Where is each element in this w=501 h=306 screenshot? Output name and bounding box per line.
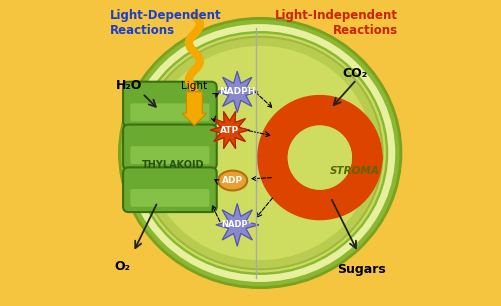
Ellipse shape bbox=[147, 46, 373, 260]
Text: ADP: ADP bbox=[221, 176, 242, 185]
Text: NADPH: NADPH bbox=[218, 87, 255, 96]
Text: CO₂: CO₂ bbox=[342, 67, 367, 80]
Text: Light: Light bbox=[181, 81, 207, 91]
Text: Light-Dependent
Reactions: Light-Dependent Reactions bbox=[110, 9, 221, 37]
Polygon shape bbox=[216, 204, 258, 246]
Text: H₂O: H₂O bbox=[115, 79, 141, 92]
Text: O₂: O₂ bbox=[114, 260, 130, 273]
Text: ATP: ATP bbox=[219, 125, 238, 135]
FancyBboxPatch shape bbox=[130, 146, 209, 164]
Polygon shape bbox=[216, 71, 257, 112]
Text: Sugars: Sugars bbox=[336, 263, 385, 276]
Circle shape bbox=[287, 125, 351, 190]
Text: STROMA: STROMA bbox=[330, 166, 379, 176]
Text: THYLAKOID: THYLAKOID bbox=[141, 160, 204, 170]
FancyBboxPatch shape bbox=[123, 82, 216, 126]
Text: Light-Independent
Reactions: Light-Independent Reactions bbox=[275, 9, 397, 37]
FancyBboxPatch shape bbox=[123, 167, 216, 212]
Ellipse shape bbox=[137, 37, 382, 269]
FancyBboxPatch shape bbox=[130, 189, 209, 207]
FancyBboxPatch shape bbox=[130, 103, 209, 121]
FancyBboxPatch shape bbox=[123, 125, 216, 169]
Ellipse shape bbox=[119, 18, 400, 288]
Text: NADP⁺: NADP⁺ bbox=[221, 220, 252, 230]
Ellipse shape bbox=[217, 171, 246, 190]
FancyArrow shape bbox=[182, 92, 206, 125]
Polygon shape bbox=[210, 112, 248, 148]
